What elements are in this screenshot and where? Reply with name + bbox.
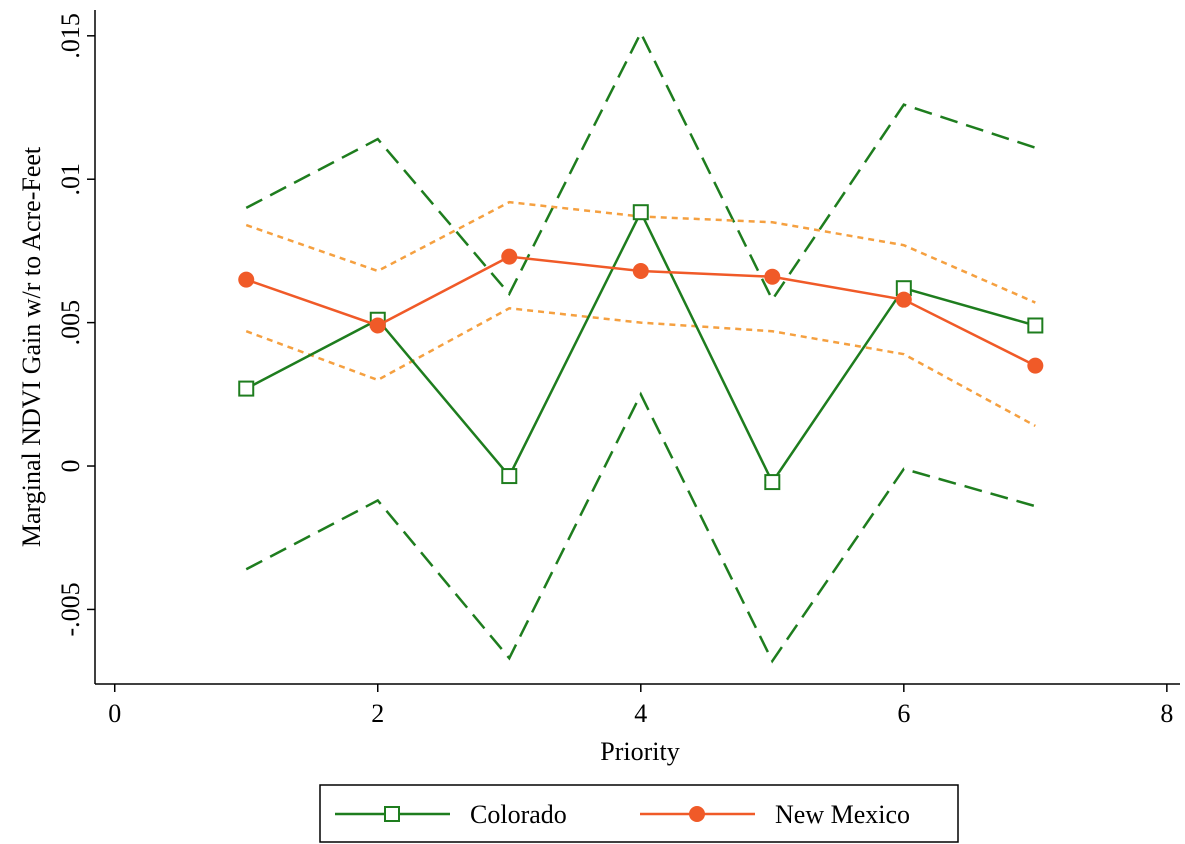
marker [238, 271, 255, 288]
legend-marker [689, 806, 705, 822]
legend-label: New Mexico [775, 800, 910, 829]
marker [632, 262, 649, 279]
marker [1027, 357, 1044, 374]
ci-line [245, 306, 1036, 427]
x-axis-label: Priority [600, 737, 679, 766]
marker [632, 204, 649, 221]
ci-line [245, 30, 1036, 303]
marker [501, 468, 518, 485]
series-line [245, 209, 1036, 485]
y-tick-label: .015 [56, 13, 85, 59]
y-axis-label: Marginal NDVI Gain w/r to Acre-Feet [17, 146, 46, 547]
y-tick-label: 0 [56, 460, 85, 473]
marker [764, 474, 781, 491]
marker [501, 248, 518, 265]
x-tick-label: 4 [634, 699, 647, 728]
x-tick-label: 2 [371, 699, 384, 728]
marker [764, 268, 781, 285]
marker [895, 291, 912, 308]
marker [238, 380, 255, 397]
legend-box [319, 784, 959, 843]
x-tick-label: 0 [108, 699, 121, 728]
marker [369, 317, 386, 334]
ci-line [245, 391, 1036, 664]
y-tick-label: .01 [56, 163, 85, 196]
y-tick-label: -.005 [56, 582, 85, 636]
x-tick-label: 6 [897, 699, 910, 728]
legend-label: Colorado [470, 800, 567, 829]
legend-marker [384, 806, 400, 822]
marker [1027, 317, 1044, 334]
y-tick-label: .005 [56, 300, 85, 346]
x-tick-label: 8 [1160, 699, 1173, 728]
